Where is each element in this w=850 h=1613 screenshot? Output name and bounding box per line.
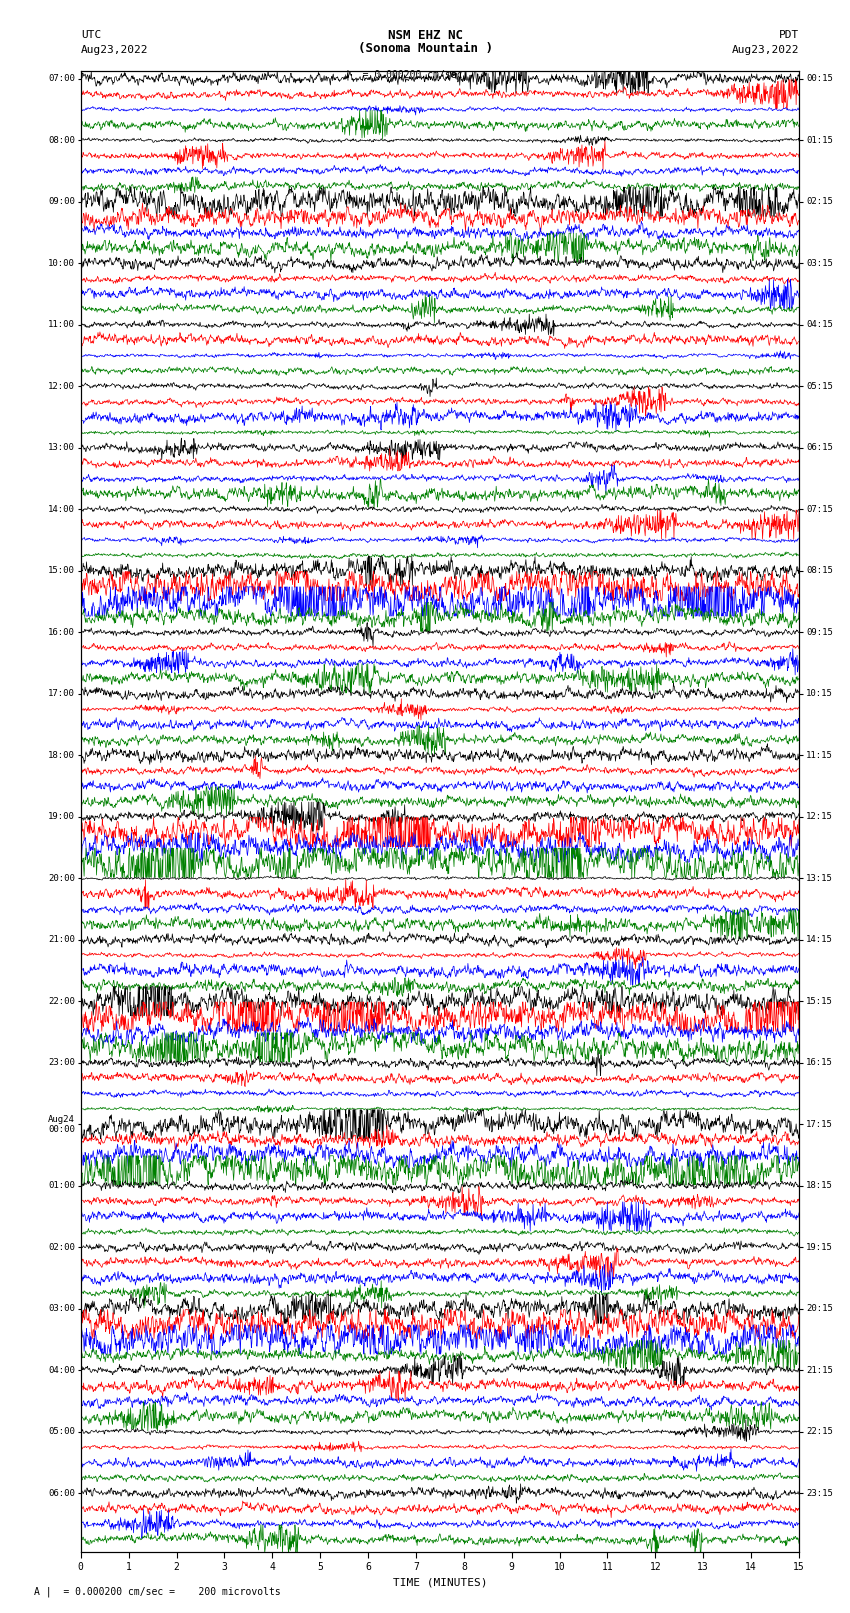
- Text: NSM EHZ NC: NSM EHZ NC: [388, 29, 462, 42]
- Text: |  = 0.000200 cm/sec: | = 0.000200 cm/sec: [345, 69, 462, 81]
- Text: UTC: UTC: [81, 31, 101, 40]
- Text: Aug23,2022: Aug23,2022: [81, 45, 148, 55]
- Text: Aug23,2022: Aug23,2022: [732, 45, 799, 55]
- X-axis label: TIME (MINUTES): TIME (MINUTES): [393, 1578, 487, 1587]
- Text: (Sonoma Mountain ): (Sonoma Mountain ): [358, 42, 492, 55]
- Text: A |  = 0.000200 cm/sec =    200 microvolts: A | = 0.000200 cm/sec = 200 microvolts: [34, 1586, 280, 1597]
- Text: PDT: PDT: [779, 31, 799, 40]
